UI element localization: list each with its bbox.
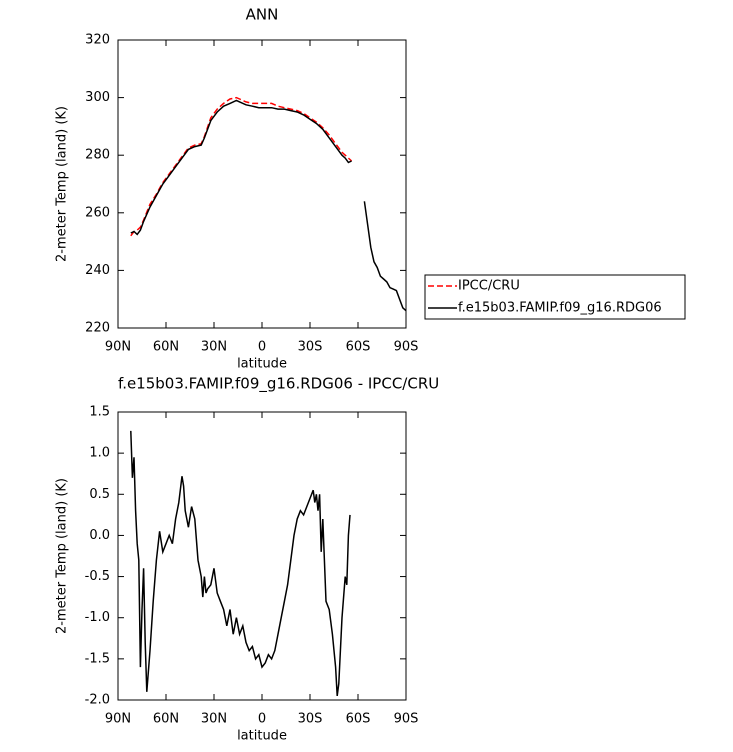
x-tick-label: 60S [346,712,371,727]
data-line [130,96,353,237]
x-tick-label: 30N [201,340,227,355]
y-tick-label: 0.5 [89,487,110,502]
x-tick-label: 30N [201,712,227,727]
y-tick-label: 320 [85,33,110,48]
x-tick-label: 30S [298,712,323,727]
x-tick-label: 90N [105,340,131,355]
y-tick-label: 240 [85,263,110,278]
x-axis-label: latitude [237,357,287,372]
x-tick-label: 60N [153,340,179,355]
y-tick-label: -1.0 [85,610,110,625]
x-tick-label: 0 [258,340,266,355]
y-tick-label: 220 [85,321,110,336]
legend-box [424,274,686,320]
x-tick-label: 60S [346,340,371,355]
chart-title: ANN [246,6,279,24]
x-tick-label: 90S [394,712,419,727]
plot-frame [117,39,407,329]
data-line [130,99,407,312]
x-tick-label: 90N [105,712,131,727]
legend-label: IPCC/CRU [458,279,520,294]
chart-title: f.e15b03.FAMIP.f09_g16.RDG06 - IPCC/CRU [118,375,439,394]
y-tick-label: -2.0 [85,693,110,708]
x-axis-label: latitude [237,729,287,744]
y-tick-label: 260 [85,205,110,220]
legend-label: f.e15b03.FAMIP.f09_g16.RDG06 [458,301,662,316]
x-tick-label: 90S [394,340,419,355]
y-axis-label: 2-meter Temp (land) (K) [55,478,70,634]
y-tick-label: 0.0 [89,528,110,543]
x-tick-label: 0 [258,712,266,727]
plot-frame [117,411,407,701]
y-tick-label: 1.0 [89,446,110,461]
y-axis-label: 2-meter Temp (land) (K) [55,106,70,262]
y-tick-label: 1.5 [89,405,110,420]
y-tick-label: 300 [85,90,110,105]
y-tick-label: 280 [85,148,110,163]
y-tick-label: -0.5 [85,569,110,584]
y-tick-label: -1.5 [85,651,110,666]
x-tick-label: 30S [298,340,323,355]
data-line [130,430,351,696]
x-tick-label: 60N [153,712,179,727]
